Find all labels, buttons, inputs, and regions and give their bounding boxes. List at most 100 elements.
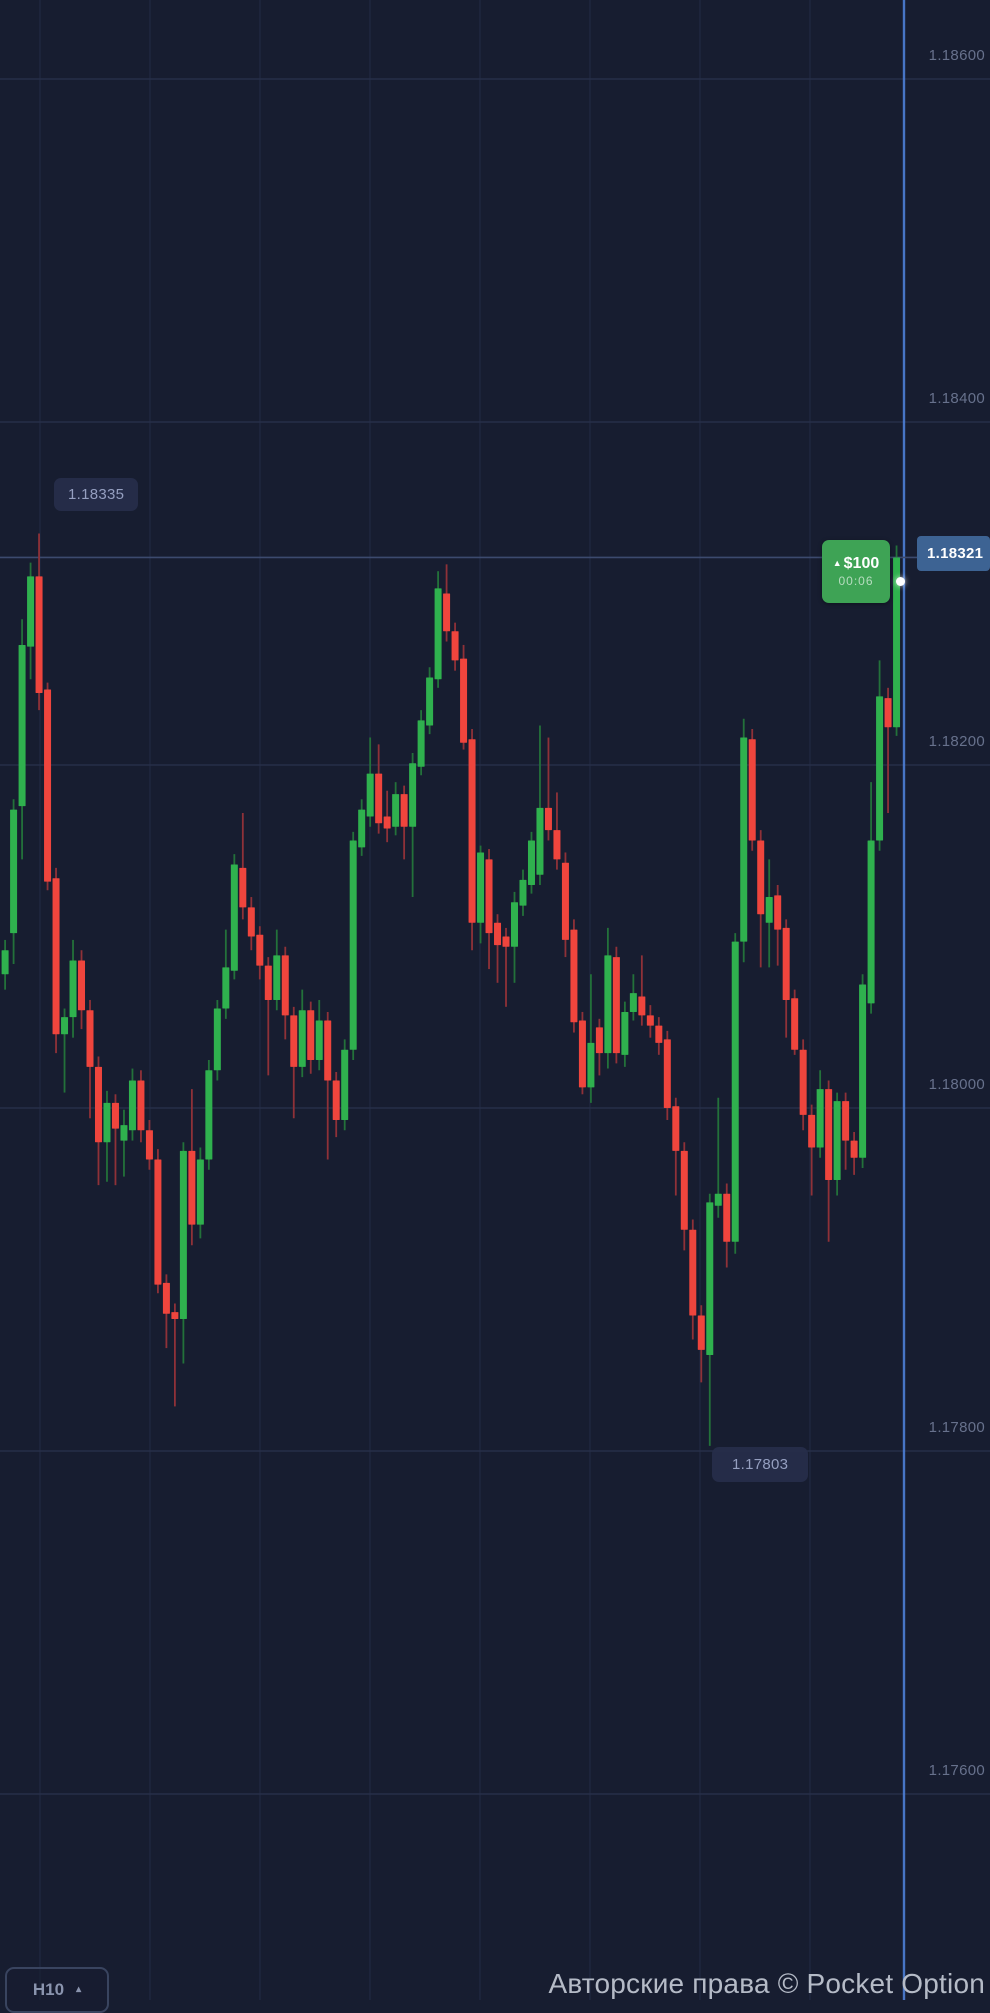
candle bbox=[417, 720, 425, 767]
timeframe-label: H10 bbox=[32, 1980, 65, 1999]
trade-amount-value: $100 bbox=[843, 555, 880, 572]
candle bbox=[578, 1020, 586, 1088]
candle bbox=[111, 1102, 119, 1129]
candle bbox=[485, 859, 493, 934]
trade-timer: 00:06 bbox=[838, 574, 874, 588]
candle bbox=[179, 1150, 187, 1319]
price-axis-tick: 1.18200 bbox=[928, 733, 985, 750]
candle bbox=[196, 1159, 204, 1225]
candle bbox=[230, 864, 238, 971]
candle bbox=[527, 840, 535, 886]
candle bbox=[52, 878, 60, 1035]
candle bbox=[332, 1080, 340, 1121]
current-price-badge: 1.18321 bbox=[917, 536, 990, 571]
candle bbox=[18, 644, 26, 807]
candle bbox=[723, 1193, 731, 1242]
candle bbox=[748, 739, 756, 841]
candle bbox=[502, 936, 510, 947]
candle bbox=[663, 1039, 671, 1108]
candle bbox=[375, 773, 383, 824]
vertical-gridlines bbox=[39, 0, 811, 2000]
candle bbox=[646, 1015, 654, 1026]
high-price-value: 1.18335 bbox=[68, 486, 125, 503]
low-price-value: 1.17803 bbox=[732, 1456, 789, 1473]
candle bbox=[629, 993, 637, 1012]
candle bbox=[61, 1017, 69, 1035]
candle bbox=[145, 1130, 153, 1160]
candle bbox=[426, 677, 434, 726]
price-axis-tick: 1.17800 bbox=[928, 1419, 985, 1436]
candle bbox=[850, 1140, 858, 1158]
candle bbox=[791, 998, 799, 1050]
trade-direction-up-icon: ▲ bbox=[832, 558, 842, 568]
chevron-up-icon: ▴ bbox=[76, 1983, 82, 1995]
candle bbox=[409, 763, 417, 827]
price-axis-tick: 1.18400 bbox=[928, 390, 985, 407]
candle bbox=[553, 830, 561, 860]
candle bbox=[587, 1042, 595, 1088]
candle bbox=[137, 1080, 145, 1131]
candle bbox=[689, 1229, 697, 1316]
candle bbox=[782, 927, 790, 1000]
candle bbox=[799, 1049, 807, 1115]
candle bbox=[714, 1193, 722, 1206]
candle bbox=[281, 955, 289, 1016]
candle bbox=[324, 1020, 332, 1081]
candle bbox=[859, 984, 867, 1158]
candle bbox=[825, 1089, 833, 1181]
candle bbox=[621, 1011, 629, 1055]
candle bbox=[595, 1027, 603, 1054]
candle bbox=[697, 1315, 705, 1350]
candle bbox=[103, 1102, 111, 1143]
candle bbox=[35, 576, 43, 693]
candles-layer bbox=[1, 533, 901, 1446]
candle bbox=[264, 965, 272, 1000]
candle bbox=[536, 807, 544, 875]
trade-entry-dot bbox=[896, 577, 905, 586]
price-axis-tick: 1.18600 bbox=[928, 47, 985, 64]
candle bbox=[680, 1150, 688, 1230]
candle bbox=[816, 1089, 824, 1148]
candle bbox=[188, 1150, 196, 1225]
candle bbox=[27, 576, 35, 647]
candle bbox=[570, 929, 578, 1023]
trade-amount: ▲ $100 bbox=[822, 556, 890, 572]
timeframe-selector-button[interactable]: H10 ▴ bbox=[5, 1967, 109, 2013]
candle bbox=[290, 1015, 298, 1067]
candle bbox=[884, 698, 892, 728]
candle bbox=[706, 1202, 714, 1355]
candle bbox=[731, 941, 739, 1242]
candle bbox=[808, 1114, 816, 1148]
candle bbox=[876, 696, 884, 841]
candle bbox=[44, 689, 52, 882]
candle bbox=[383, 816, 391, 829]
candle bbox=[162, 1282, 170, 1314]
candle bbox=[468, 739, 476, 923]
candle bbox=[86, 1010, 94, 1067]
candle bbox=[205, 1070, 213, 1160]
candle bbox=[672, 1106, 680, 1151]
candle bbox=[94, 1066, 102, 1143]
candle bbox=[893, 557, 901, 728]
candle bbox=[349, 840, 357, 1050]
candle bbox=[765, 897, 773, 923]
candle bbox=[298, 1010, 306, 1067]
price-axis-tick: 1.17600 bbox=[928, 1762, 985, 1779]
candle bbox=[78, 960, 86, 1011]
candle bbox=[154, 1159, 162, 1285]
candle bbox=[256, 934, 264, 966]
low-price-marker: 1.17803 bbox=[712, 1447, 809, 1482]
candle bbox=[544, 807, 552, 831]
candle bbox=[128, 1080, 136, 1131]
copyright-text: Авторские права © Pocket Option bbox=[548, 1968, 985, 1999]
candle bbox=[833, 1101, 841, 1181]
candle bbox=[434, 588, 442, 680]
candle bbox=[604, 955, 612, 1054]
open-trade-badge[interactable]: ▲ $100 00:06 bbox=[822, 540, 890, 603]
candle bbox=[392, 794, 400, 827]
candle bbox=[757, 840, 765, 915]
horizontal-gridlines bbox=[0, 78, 990, 1795]
candle bbox=[171, 1312, 179, 1319]
